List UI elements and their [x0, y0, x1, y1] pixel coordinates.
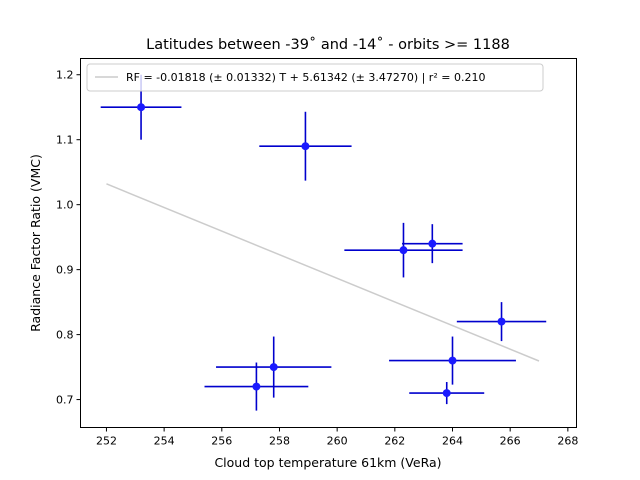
data-point [399, 246, 408, 255]
data-point [301, 142, 310, 151]
legend-label: RF = -0.01818 (± 0.01332) T + 5.61342 (±… [126, 71, 485, 84]
data-point-group [389, 336, 516, 385]
x-axis: 252 254 256 258 260 262 264 266 268 [96, 427, 578, 448]
data-point [497, 317, 506, 326]
data-point [252, 382, 261, 391]
x-tick-label: 268 [557, 435, 578, 448]
plot-frame [80, 58, 577, 428]
data-point [442, 389, 451, 398]
x-tick-label: 264 [442, 435, 463, 448]
y-tick-label: 0.9 [56, 264, 74, 277]
data-point [448, 356, 457, 365]
x-tick-label: 266 [500, 435, 521, 448]
y-tick-label: 1.1 [56, 134, 74, 147]
data-point-group [259, 111, 352, 181]
data-point [428, 239, 437, 248]
plot-area [100, 74, 547, 411]
regression-line [106, 183, 540, 362]
y-tick-label: 0.7 [56, 394, 74, 407]
x-tick-label: 262 [384, 435, 405, 448]
y-axis: 0.7 0.8 0.9 1.0 1.1 1.2 [56, 69, 81, 407]
y-axis-label: Radiance Factor Ratio (VMC) [28, 154, 43, 332]
x-tick-label: 252 [96, 435, 117, 448]
x-tick-label: 254 [154, 435, 175, 448]
y-tick-label: 1.2 [56, 69, 74, 82]
x-tick-label: 256 [211, 435, 232, 448]
chart-title: Latitudes between -39˚ and -14˚ - orbits… [146, 36, 510, 53]
data-point-group [456, 302, 547, 342]
data-point-group [344, 222, 463, 278]
y-tick-label: 1.0 [56, 199, 74, 212]
x-tick-label: 258 [269, 435, 290, 448]
x-tick-label: 260 [327, 435, 348, 448]
data-point-group [409, 382, 485, 405]
x-axis-label: Cloud top temperature 61km (VeRa) [214, 455, 441, 470]
data-point-group [204, 362, 309, 411]
data-point [137, 103, 146, 112]
y-tick-label: 0.8 [56, 329, 74, 342]
legend: RF = -0.01818 (± 0.01332) T + 5.61342 (±… [86, 63, 544, 92]
data-point-group [216, 336, 332, 398]
data-point-group [402, 224, 463, 264]
legend-box [86, 63, 544, 92]
data-point [269, 363, 278, 372]
